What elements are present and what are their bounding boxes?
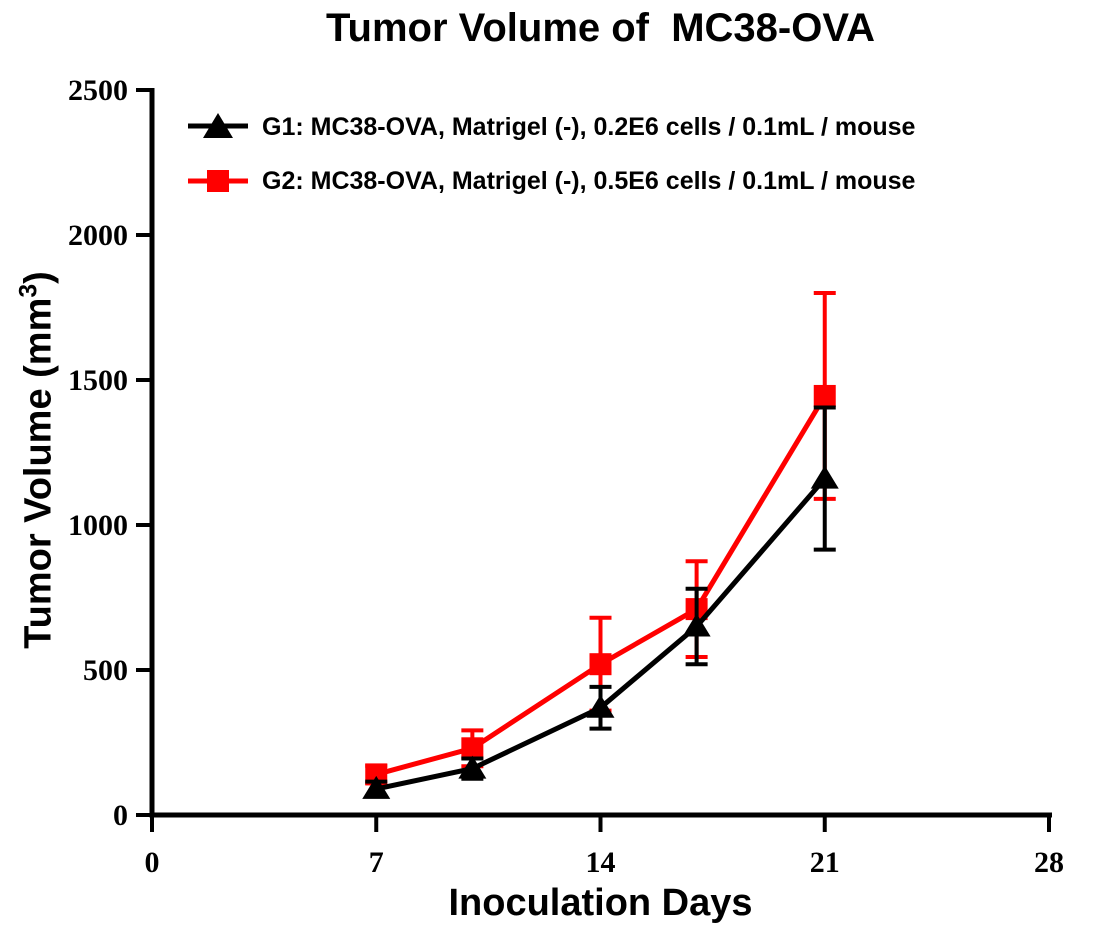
chart-title: Tumor Volume of MC38-OVA: [326, 6, 875, 50]
x-tick-label: 28: [1034, 846, 1064, 879]
legend-label-g2: G2: MC38-OVA, Matrigel (-), 0.5E6 cells …: [262, 166, 916, 195]
y-tick-label: 0: [113, 799, 128, 832]
y-tick-label: 2000: [68, 219, 128, 252]
y-tick-label: 2500: [68, 74, 128, 107]
x-axis-label: Inoculation Days: [448, 882, 753, 924]
square-marker-icon: [813, 384, 836, 407]
x-tick-label: 0: [145, 846, 160, 879]
square-marker-icon: [589, 653, 612, 676]
legend-item-g2: G2: MC38-OVA, Matrigel (-), 0.5E6 cells …: [186, 160, 915, 202]
triangle-marker-icon: [458, 755, 487, 779]
y-axis-label-sup: 3: [15, 283, 43, 298]
square-marker-icon: [461, 737, 484, 760]
y-axis-label-main: Tumor Volume (mm: [17, 297, 60, 649]
y-axis-label-close: ): [17, 271, 60, 284]
x-tick-label: 21: [810, 846, 840, 879]
y-tick-label: 1500: [68, 364, 128, 397]
x-tick-label: 14: [586, 846, 616, 879]
legend: G1: MC38-OVA, Matrigel (-), 0.2E6 cells …: [186, 106, 915, 214]
triangle-marker-icon: [586, 694, 615, 718]
y-tick-label: 500: [83, 654, 128, 687]
square-marker-icon: [188, 170, 248, 192]
triangle-marker-icon: [188, 113, 248, 138]
triangle-marker-icon: [682, 613, 711, 637]
triangle-marker-icon: [362, 775, 391, 799]
triangle-marker-icon: [810, 465, 839, 489]
legend-item-g1: G1: MC38-OVA, Matrigel (-), 0.2E6 cells …: [186, 106, 915, 148]
y-tick-label: 1000: [68, 509, 128, 542]
x-tick-label: 7: [369, 846, 384, 879]
y-axis-label: Tumor Volume (mm3): [16, 271, 61, 649]
legend-label-g1: G1: MC38-OVA, Matrigel (-), 0.2E6 cells …: [262, 112, 916, 141]
